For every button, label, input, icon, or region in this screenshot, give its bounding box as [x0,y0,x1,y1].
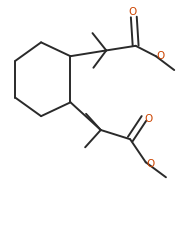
Text: O: O [157,51,165,61]
Text: O: O [129,7,137,17]
Text: O: O [145,114,153,124]
Text: O: O [147,159,155,169]
